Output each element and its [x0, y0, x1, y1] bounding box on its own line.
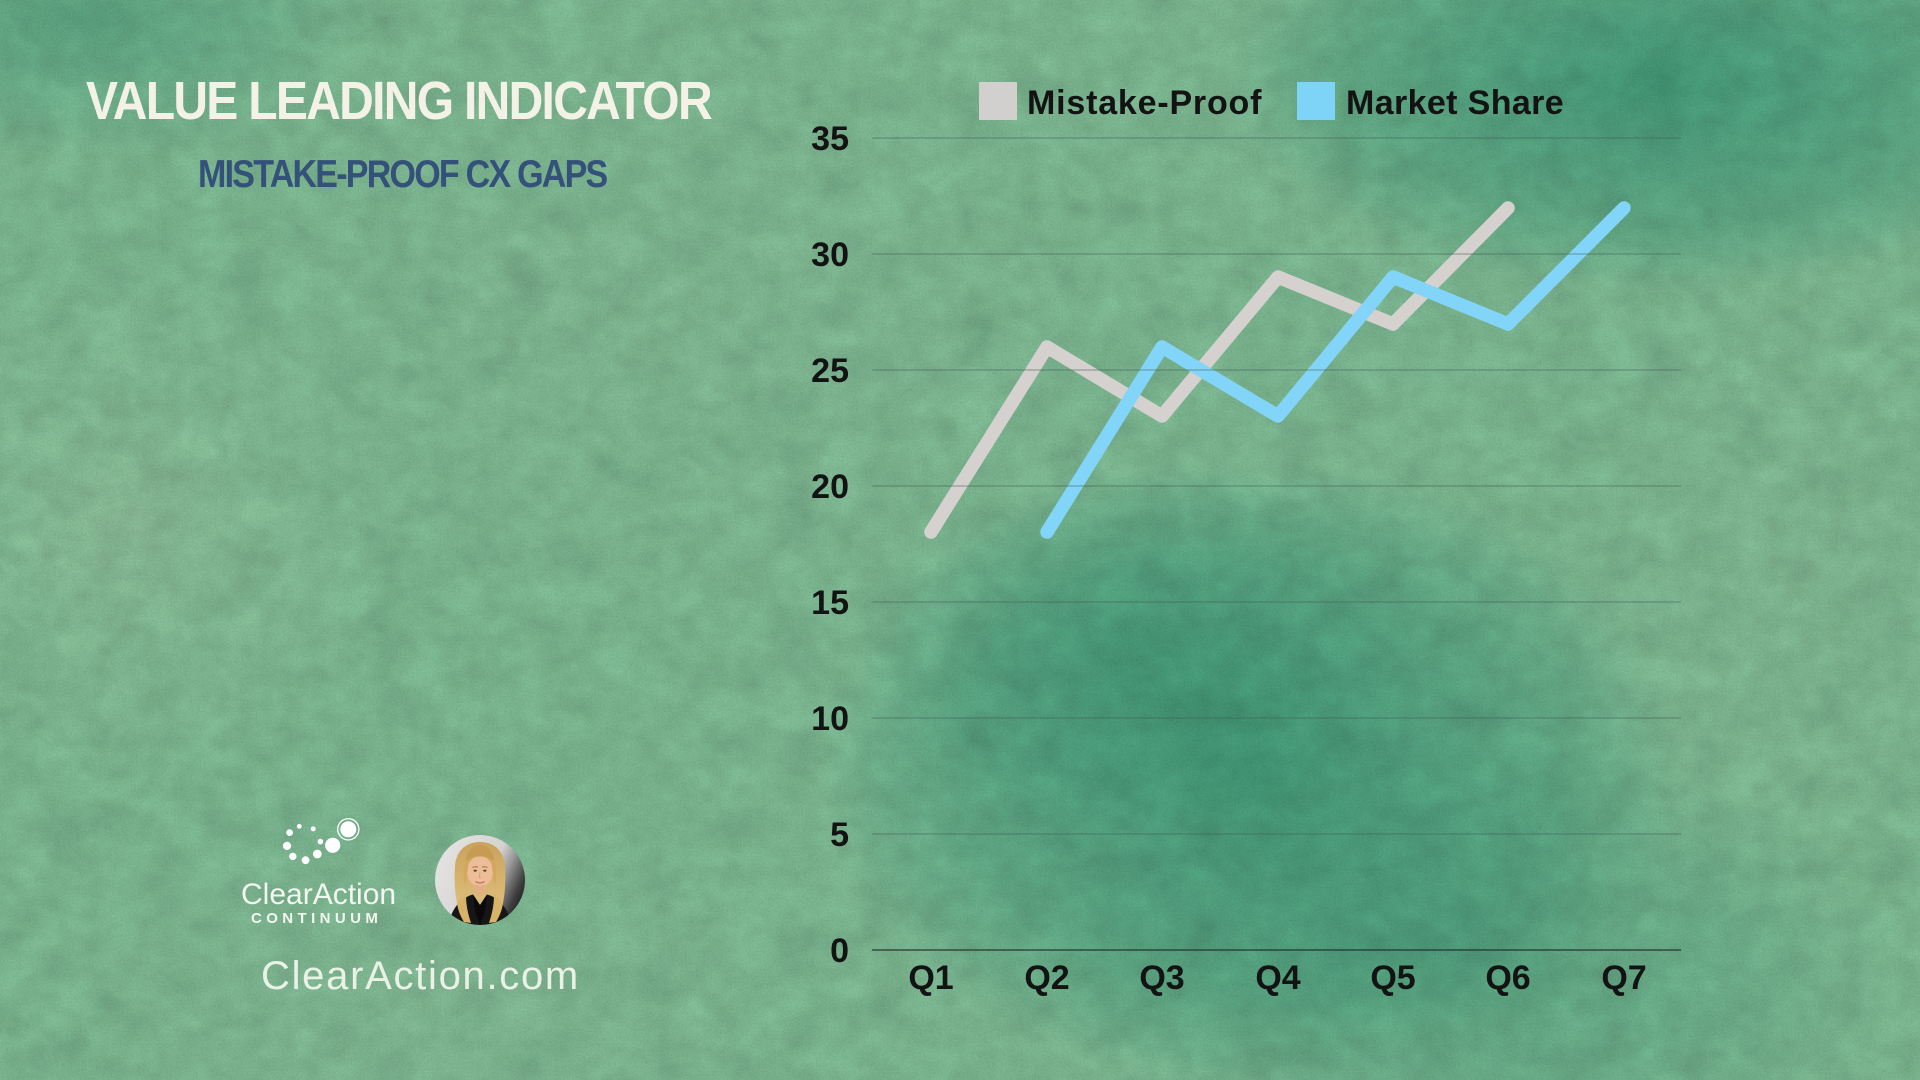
svg-text:Q6: Q6: [1485, 959, 1530, 997]
svg-text:Q7: Q7: [1601, 959, 1646, 997]
svg-text:Mistake-Proof: Mistake-Proof: [1027, 84, 1262, 122]
svg-text:10: 10: [811, 700, 849, 738]
svg-text:Q4: Q4: [1255, 959, 1300, 997]
svg-text:35: 35: [811, 120, 849, 158]
svg-text:0: 0: [830, 932, 849, 970]
svg-text:Market Share: Market Share: [1346, 84, 1564, 122]
svg-text:5: 5: [830, 816, 849, 854]
svg-text:Q5: Q5: [1370, 959, 1415, 997]
svg-text:30: 30: [811, 236, 849, 274]
svg-text:Q3: Q3: [1139, 959, 1184, 997]
svg-text:25: 25: [811, 352, 849, 390]
svg-text:20: 20: [811, 468, 849, 506]
svg-text:Q1: Q1: [908, 959, 953, 997]
svg-text:Q2: Q2: [1024, 959, 1069, 997]
svg-text:15: 15: [811, 584, 849, 622]
